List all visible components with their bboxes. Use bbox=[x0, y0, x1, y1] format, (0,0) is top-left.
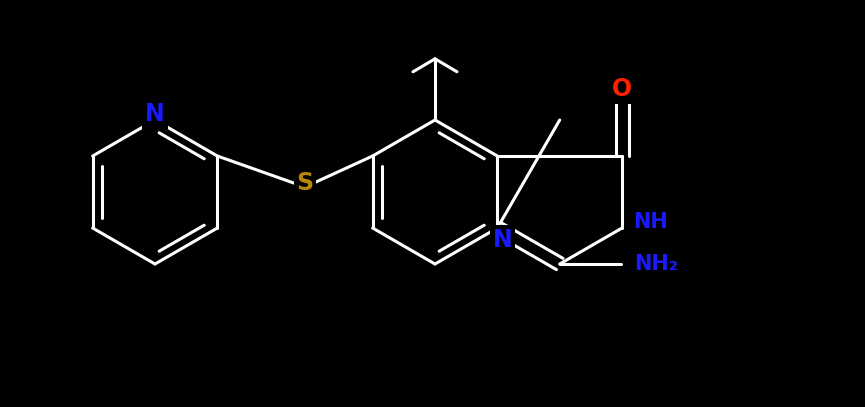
Text: N: N bbox=[492, 228, 512, 252]
Text: NH: NH bbox=[632, 212, 668, 232]
Text: NH₂: NH₂ bbox=[634, 254, 678, 274]
Text: S: S bbox=[297, 171, 314, 195]
Text: N: N bbox=[145, 102, 165, 126]
Text: O: O bbox=[612, 77, 632, 101]
